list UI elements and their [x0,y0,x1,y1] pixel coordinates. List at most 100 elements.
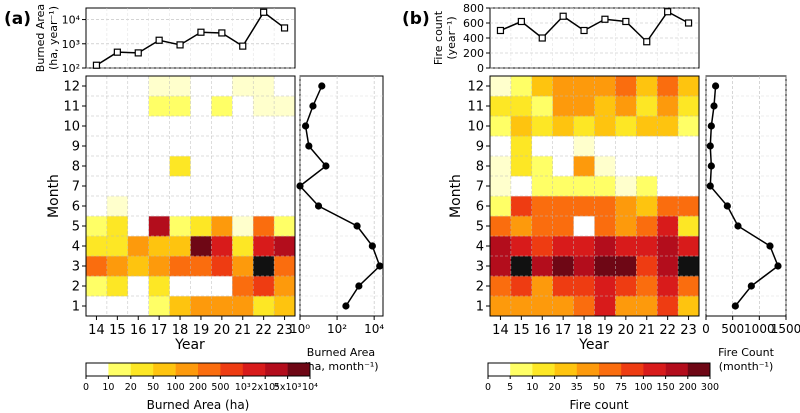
colorbar-swatch-0 [86,363,109,376]
heatmap-cell-18-2 [169,276,191,297]
heatmap-cell-21-1 [232,296,254,317]
heatmap-cell-22-3 [253,256,275,277]
heatmap-cell-22-6 [253,196,275,217]
heatmap-cell-18-1 [169,296,191,317]
colorbar-tick-label: 300 [701,382,719,393]
side-marker-month-4 [368,242,376,250]
heatmap-cell-22-10 [253,116,275,137]
heatmap-cell-15-1 [510,296,533,317]
month-tick-label: 5 [72,220,80,235]
heatmap-cell-14-1 [490,296,512,317]
colorbar-swatch-9 [687,363,711,376]
a-side-xticks: 10⁰ 10² 10⁴ [290,316,384,336]
heatmap-cell-16-4 [531,236,553,257]
a-top-ylabel-line2: (ha, year⁻¹) [47,6,60,70]
month-tick-label: 11 [63,100,80,115]
top-marker-20 [622,17,630,26]
month-tick-label: 2 [476,280,484,295]
heatmap-cell-17-8 [148,156,170,177]
side-marker-month-12 [712,82,720,90]
a-side-markers [296,82,384,310]
heatmap-cell-15-3 [510,256,533,277]
top-ytick-label: 10⁴ [62,14,81,27]
side-marker-month-10 [707,122,715,130]
heatmap-cell-16-10 [127,116,149,137]
month-tick-label: 7 [72,180,80,195]
b-top-ylabel-line1: Fire count [432,10,445,65]
colorbar-tick-label: 75 [615,382,627,393]
year-tick-label: 15 [109,323,126,338]
month-tick-label: 3 [476,260,484,275]
heatmap-cell-20-9 [615,136,637,157]
year-tick-label: 14 [492,323,509,338]
heatmap-cell-21-2 [636,276,658,297]
heatmap-cell-15-11 [106,96,129,117]
heatmap-cell-18-9 [573,136,595,157]
top-marker-18 [176,41,184,49]
heatmap-cell-15-8 [106,156,129,177]
heatmap-cell-22-1 [657,296,679,317]
heatmap-cell-18-2 [573,276,595,297]
heatmap-cell-23-8 [678,156,700,177]
heatmap-cell-21-8 [636,156,658,177]
heatmap-cell-17-1 [148,296,170,317]
b-ylabel: Month [448,174,464,218]
a-colorbar-label: Burned Area (ha) [147,398,250,412]
heatmap-cell-18-7 [169,176,191,197]
b-side-xlabel-line2: (month⁻¹) [719,360,774,373]
colorbar-swatch-5 [198,363,221,376]
year-tick-label: 22 [659,323,676,338]
heatmap-cell-16-2 [531,276,553,297]
heatmap-cell-21-7 [636,176,658,197]
side-marker-month-8 [322,162,330,170]
heatmap-cell-23-12 [274,76,296,97]
heatmap-cell-21-12 [636,76,658,97]
heatmap-cell-17-3 [552,256,574,277]
heatmap-cell-15-8 [510,156,533,177]
heatmap-cell-23-12 [678,76,700,97]
a-xlabel: Year [174,337,205,353]
colorbar-tick-label: 500 [211,382,229,393]
heatmap-cell-21-10 [636,116,658,137]
year-tick-label: 17 [151,323,168,338]
heatmap-cell-19-5 [594,216,616,237]
heatmap-cell-23-7 [274,176,296,197]
year-tick-label: 20 [618,323,635,338]
side-marker-month-7 [296,182,304,190]
heatmap-cell-14-8 [86,156,108,177]
heatmap-cell-17-12 [552,76,574,97]
heatmap-cell-17-4 [552,236,574,257]
colorbar-tick-label: 10⁴ [302,382,318,393]
colorbar-tick-label: 100 [634,382,652,393]
colorbar-swatch-6 [220,363,244,376]
side-marker-month-1 [342,302,350,310]
heatmap-cell-18-4 [169,236,191,257]
b-heat-xticks: 14 15 16 17 18 19 20 21 22 23 [492,316,697,338]
heatmap-cell-20-2 [615,276,637,297]
heatmap-cell-19-6 [190,196,212,217]
side-marker-month-6 [723,202,731,210]
heatmap-cell-14-9 [86,136,108,157]
top-marker-22 [260,8,268,16]
year-tick-label: 18 [172,323,189,338]
colorbar-swatch-3 [554,363,578,376]
top-marker-21 [643,38,651,46]
heatmap-cell-16-3 [531,256,553,277]
heatmap-cell-22-6 [657,196,679,217]
a-top-ylabel-line1: Burned Area [34,4,47,72]
colorbar-swatch-2 [130,363,154,376]
month-tick-label: 4 [72,240,80,255]
heatmap-cell-15-3 [106,256,129,277]
heatmap-cell-14-5 [490,216,512,237]
heatmap-cell-18-6 [169,196,191,217]
year-tick-label: 18 [576,323,593,338]
colorbar-tick-label: 5 [507,382,513,393]
heatmap-cell-23-8 [274,156,296,177]
colorbar-tick-label: 200 [679,382,697,393]
heatmap-cell-19-7 [190,176,212,197]
heatmap-cell-21-11 [232,96,254,117]
heatmap-cell-19-11 [190,96,212,117]
heatmap-cell-22-4 [657,236,679,257]
colorbar-swatch-9 [287,363,311,376]
